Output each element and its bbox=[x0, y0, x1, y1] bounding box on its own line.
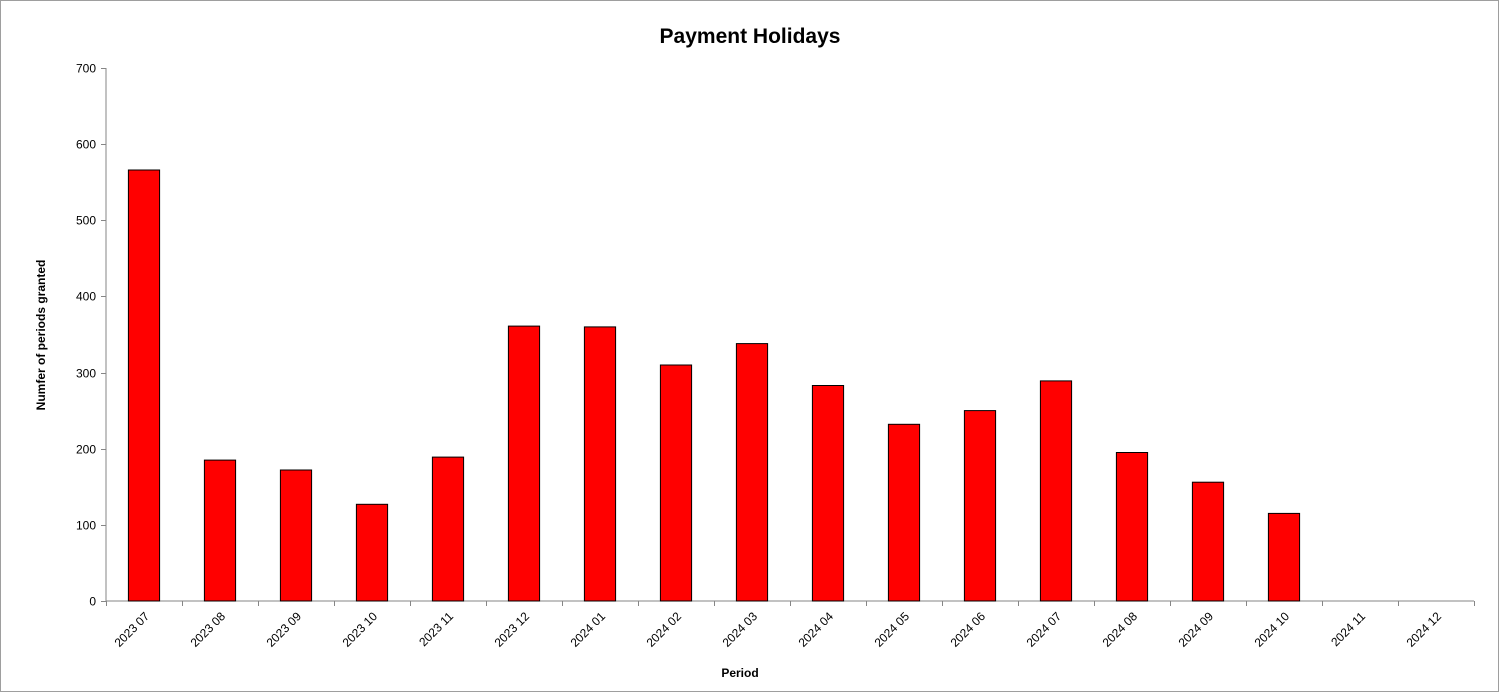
x-tick-label: 2024 03 bbox=[720, 609, 761, 650]
x-tick-label: 2024 12 bbox=[1404, 609, 1445, 650]
bar bbox=[507, 325, 541, 602]
bar bbox=[1039, 380, 1073, 602]
y-axis-title: Numfer of periods granted bbox=[34, 260, 48, 411]
y-tick-label: 200 bbox=[76, 443, 96, 457]
x-axis-title: Period bbox=[721, 666, 758, 680]
bar bbox=[203, 459, 237, 602]
bar bbox=[127, 169, 161, 602]
y-tick-label: 0 bbox=[89, 595, 96, 609]
y-tick-label: 400 bbox=[76, 290, 96, 304]
y-tick-label: 300 bbox=[76, 367, 96, 381]
x-tick-label: 2023 11 bbox=[416, 609, 456, 649]
bar bbox=[1267, 512, 1301, 602]
x-tick-label: 2023 07 bbox=[112, 609, 153, 650]
x-tick-label: 2024 06 bbox=[948, 609, 989, 650]
x-tick-label: 2023 08 bbox=[188, 609, 229, 650]
bar bbox=[355, 503, 389, 602]
x-tick-label: 2024 09 bbox=[1176, 609, 1217, 650]
y-tick-label: 500 bbox=[76, 214, 96, 228]
bar bbox=[431, 456, 465, 602]
x-tick-label: 2024 02 bbox=[644, 609, 685, 650]
x-tick-label: 2023 09 bbox=[264, 609, 305, 650]
x-tick-label: 2024 01 bbox=[568, 609, 609, 650]
bar bbox=[1115, 452, 1149, 602]
x-tick-label: 2024 11 bbox=[1328, 609, 1368, 649]
bar bbox=[659, 364, 693, 602]
x-tick-label: 2024 07 bbox=[1024, 609, 1065, 650]
bar bbox=[735, 343, 769, 602]
y-tick-label: 600 bbox=[76, 138, 96, 152]
bar bbox=[811, 385, 845, 602]
x-tick-label: 2023 10 bbox=[340, 609, 381, 650]
y-tick-label: 100 bbox=[76, 519, 96, 533]
chart-title: Payment Holidays bbox=[660, 25, 841, 48]
bar bbox=[887, 423, 921, 602]
x-tick-label: 2024 05 bbox=[872, 609, 913, 650]
bar bbox=[963, 410, 997, 602]
bar bbox=[1191, 481, 1225, 602]
bar bbox=[583, 326, 617, 602]
x-tick-label: 2023 12 bbox=[492, 609, 533, 650]
plot-area: 0 100 200 300 400 500 600 700 2023 07 2023 08 2023… bbox=[76, 62, 1475, 650]
x-tick-label: 2024 08 bbox=[1100, 609, 1141, 650]
x-tick-label: 2024 04 bbox=[796, 609, 837, 650]
y-tick-label: 700 bbox=[76, 62, 96, 76]
bar bbox=[279, 469, 313, 602]
x-tick-label: 2024 10 bbox=[1252, 609, 1293, 650]
